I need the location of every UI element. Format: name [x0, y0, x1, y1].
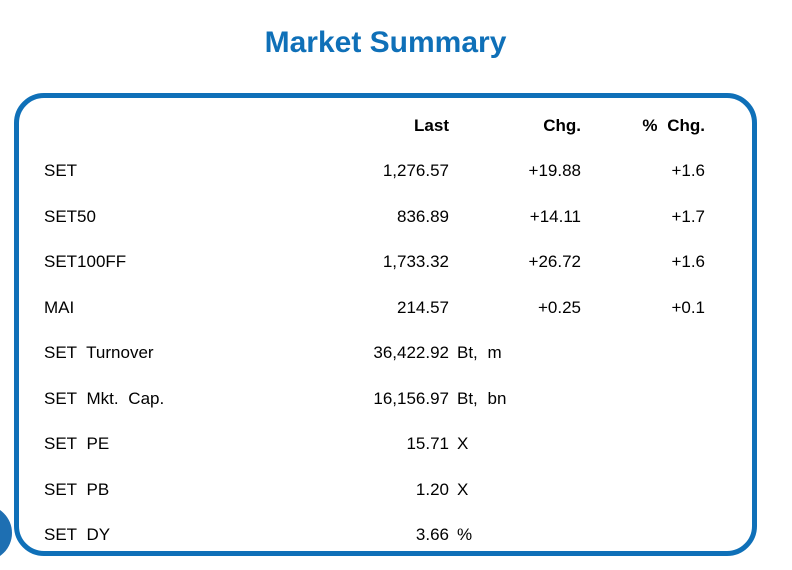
last-number: 3.66	[415, 525, 449, 545]
last-unit: Bt, m	[457, 343, 502, 363]
table-row: SET Mkt. Cap. 16,156.97 Bt, bn	[19, 376, 752, 422]
last-number: 1,276.57	[382, 161, 449, 181]
row-label: SET Turnover	[44, 343, 154, 363]
row-last-value: 15.71 X	[299, 434, 468, 454]
table-row: SET Turnover 36,422.92 Bt, m	[19, 330, 752, 376]
row-label: SET PE	[44, 434, 110, 454]
table-body: SET 1,276.57 +19.88 +1.6 SET50 836.89 +1…	[19, 148, 752, 558]
table-header-row: Last Chg. % Chg.	[19, 102, 752, 148]
table-row: MAI 214.57 +0.25 +0.1	[19, 285, 752, 331]
row-last-value: 36,422.92 Bt, m	[299, 343, 501, 363]
last-number: 36,422.92	[373, 343, 449, 363]
table-row: SET100FF 1,733.32 +26.72 +1.6	[19, 239, 752, 285]
row-pct-chg-value: +1.6	[671, 161, 705, 181]
row-label: SET Mkt. Cap.	[44, 388, 165, 408]
row-pct-chg-value: +1.6	[671, 252, 705, 272]
row-label: SET	[44, 161, 78, 181]
last-number: 1,733.32	[382, 252, 449, 272]
last-number: 15.71	[406, 434, 449, 454]
table-row: SET50 836.89 +14.11 +1.7	[19, 194, 752, 240]
table-row: SET PB 1.20 X	[19, 467, 752, 513]
row-chg-value: +14.11	[529, 206, 581, 226]
market-summary-card: Last Chg. % Chg. SET 1,276.57 +19.88 +1.…	[14, 93, 757, 556]
row-last-value: 1.20 X	[299, 479, 468, 499]
row-pct-chg-value: +1.7	[671, 206, 705, 226]
row-chg-value: +19.88	[528, 161, 581, 181]
column-header-pct-chg: % Chg.	[642, 115, 705, 135]
row-last-value: 836.89	[299, 208, 449, 225]
page-title: Market Summary	[264, 26, 507, 59]
column-header-last: Last	[414, 115, 449, 135]
row-last-value: 1,276.57	[299, 162, 449, 179]
last-number: 1.20	[415, 479, 449, 499]
row-last-value: 16,156.97 Bt, bn	[299, 388, 506, 408]
row-last-value: 214.57	[299, 299, 449, 316]
row-label: SET100FF	[44, 252, 127, 272]
last-number: 16,156.97	[373, 388, 449, 408]
corner-circle-decor	[0, 505, 12, 561]
row-label: MAI	[44, 297, 75, 317]
row-label: SET DY	[44, 525, 111, 545]
last-unit: X	[457, 434, 469, 454]
row-chg-value: +26.72	[528, 252, 581, 272]
row-last-value: 1,733.32	[299, 253, 449, 270]
table-row: SET PE 15.71 X	[19, 421, 752, 467]
last-number: 836.89	[397, 206, 449, 226]
row-label: SET50	[44, 206, 96, 226]
last-unit: %	[457, 525, 473, 545]
column-header-chg: Chg.	[543, 115, 581, 135]
row-pct-chg-value: +0.1	[671, 297, 705, 317]
row-last-value: 3.66%	[299, 525, 472, 545]
row-chg-value: +0.25	[537, 297, 581, 317]
row-label: SET PB	[44, 479, 110, 499]
last-unit: Bt, bn	[457, 388, 507, 408]
table-row: SET DY 3.66%	[19, 512, 752, 558]
last-unit: X	[457, 479, 469, 499]
table-row: SET 1,276.57 +19.88 +1.6	[19, 148, 752, 194]
last-number: 214.57	[397, 297, 449, 317]
